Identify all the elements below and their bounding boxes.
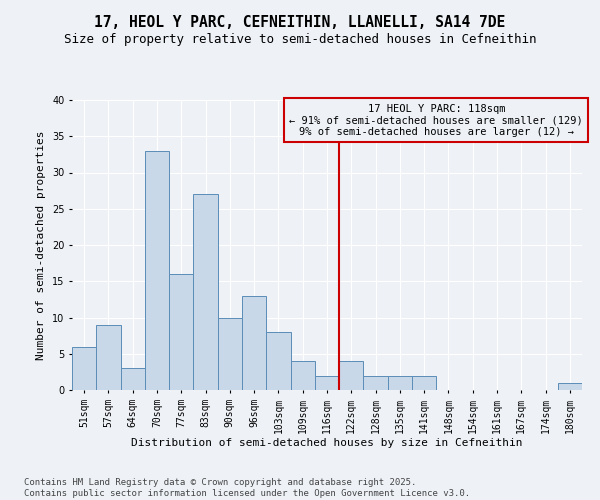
Bar <box>339 361 364 390</box>
Bar <box>169 274 193 390</box>
X-axis label: Distribution of semi-detached houses by size in Cefneithin: Distribution of semi-detached houses by … <box>131 438 523 448</box>
Text: 17, HEOL Y PARC, CEFNEITHIN, LLANELLI, SA14 7DE: 17, HEOL Y PARC, CEFNEITHIN, LLANELLI, S… <box>94 15 506 30</box>
Bar <box>388 376 412 390</box>
Bar <box>266 332 290 390</box>
Y-axis label: Number of semi-detached properties: Number of semi-detached properties <box>37 130 46 360</box>
Bar <box>72 346 96 390</box>
Bar <box>315 376 339 390</box>
Bar <box>412 376 436 390</box>
Bar <box>145 151 169 390</box>
Bar <box>558 383 582 390</box>
Bar <box>121 368 145 390</box>
Text: Size of property relative to semi-detached houses in Cefneithin: Size of property relative to semi-detach… <box>64 32 536 46</box>
Text: Contains HM Land Registry data © Crown copyright and database right 2025.
Contai: Contains HM Land Registry data © Crown c… <box>24 478 470 498</box>
Bar <box>96 325 121 390</box>
Bar <box>218 318 242 390</box>
Bar <box>364 376 388 390</box>
Text: 17 HEOL Y PARC: 118sqm
← 91% of semi-detached houses are smaller (129)
9% of sem: 17 HEOL Y PARC: 118sqm ← 91% of semi-det… <box>289 104 583 137</box>
Bar <box>242 296 266 390</box>
Bar <box>290 361 315 390</box>
Bar <box>193 194 218 390</box>
